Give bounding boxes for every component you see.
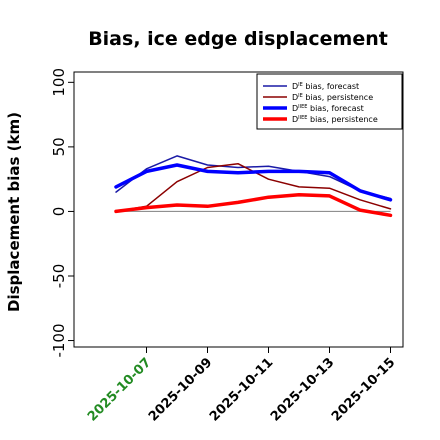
legend-entry: DIIEE bias, persistence <box>292 115 378 124</box>
y-tick-label: -100 <box>50 324 68 358</box>
x-ticks-layer: 2025-10-072025-10-092025-10-112025-10-13… <box>85 347 398 425</box>
y-ticks-layer: -100 -50 0 50 100 <box>50 68 74 358</box>
x-tick-label: 2025-10-11 <box>207 355 276 424</box>
series-layer <box>114 155 393 218</box>
y-tick-label: 50 <box>50 137 68 156</box>
x-tick-label: 2025-10-07 <box>85 355 154 424</box>
x-tick-label: 2025-10-13 <box>268 355 337 424</box>
y-tick-label: 100 <box>50 68 68 97</box>
legend: DIE bias, forecast DIE bias, persistence D… <box>256 73 403 130</box>
legend-entry: DIIEE bias, forecast <box>292 104 364 113</box>
y-tick-label: -50 <box>50 264 68 289</box>
legend-entry: DIE bias, persistence <box>292 93 373 102</box>
plot-frame <box>73 71 404 348</box>
x-tick-label: 2025-10-09 <box>146 355 215 424</box>
x-tick-label: 2025-10-15 <box>329 355 398 424</box>
series-line-4 <box>114 192 393 218</box>
series-line-3 <box>114 163 393 202</box>
chart-title: Bias, ice edge displacement <box>88 28 388 50</box>
series-line-1 <box>115 155 392 200</box>
legend-entry: DIE bias, forecast <box>292 82 359 91</box>
y-axis-label: Displacement bias (km) <box>5 112 23 312</box>
y-tick-label: 0 <box>50 207 68 217</box>
